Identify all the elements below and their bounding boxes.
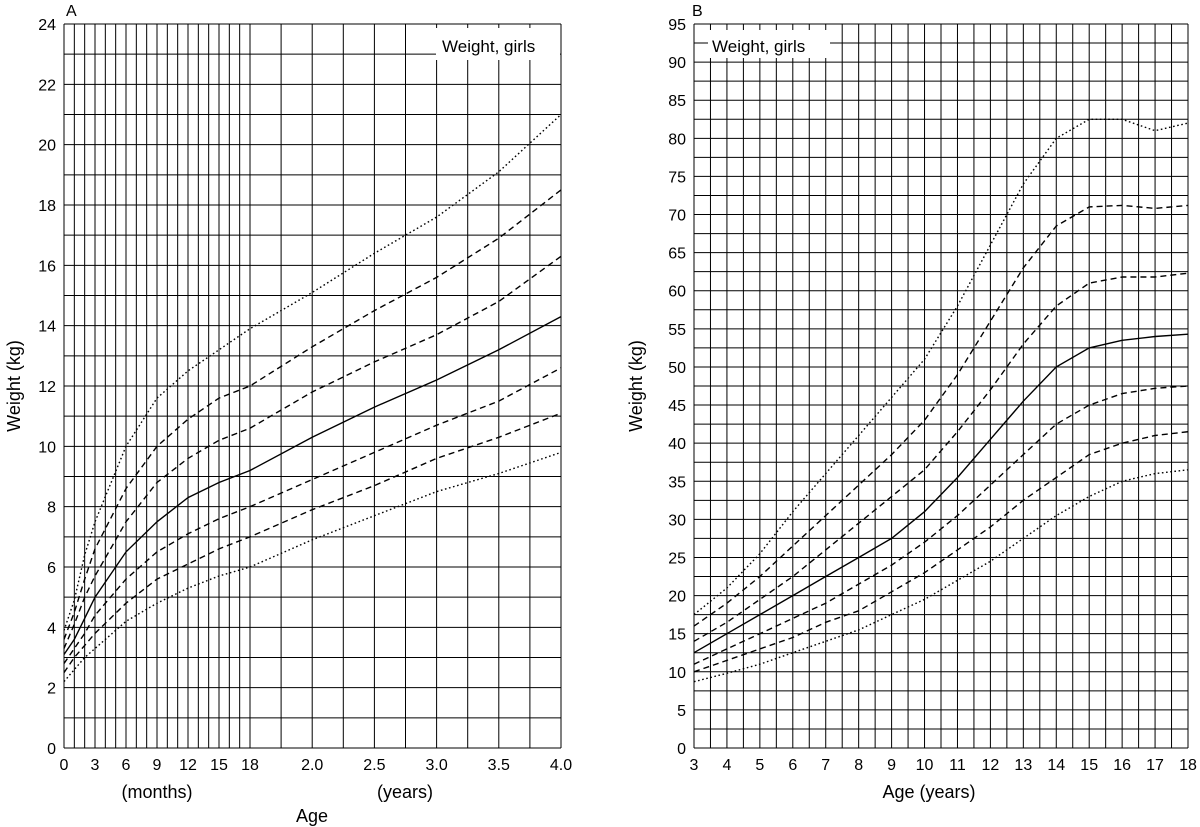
y-tick-label: 18: [38, 198, 56, 215]
y-tick-label: 65: [668, 246, 686, 263]
y-tick-label: 2: [47, 681, 56, 698]
title-box: [708, 30, 830, 58]
x-tick-label: 16: [1113, 757, 1131, 774]
x-axis-label: Age: [296, 806, 328, 826]
x-tick-label: 15: [210, 757, 228, 774]
x-tick-label: 2.5: [363, 757, 385, 774]
x-tick-label: 14: [1047, 757, 1065, 774]
title-box: [436, 28, 560, 60]
x-tick-label: 3: [91, 757, 100, 774]
percentile-curve-dashed: [693, 272, 1189, 642]
y-tick-label: 55: [668, 322, 686, 339]
y-tick-label: 20: [668, 589, 686, 606]
x-axis-label: Age (years): [882, 782, 975, 802]
x-tick-label: 4: [722, 757, 731, 774]
x-tick-label: 18: [241, 757, 259, 774]
x-tick-label: 18: [1179, 757, 1197, 774]
y-tick-label: 20: [38, 138, 56, 155]
x-axis-sublabel-years: (years): [377, 782, 433, 802]
y-tick-label: 8: [47, 500, 56, 517]
x-tick-label: 8: [854, 757, 863, 774]
percentile-curve-dashed: [63, 412, 562, 673]
x-tick-label: 6: [122, 757, 131, 774]
x-tick-label: 9: [153, 757, 162, 774]
x-tick-label: 15: [1080, 757, 1098, 774]
y-tick-label: 45: [668, 398, 686, 415]
chart-title: Weight, girls: [442, 37, 535, 56]
x-tick-label: 3.0: [425, 757, 447, 774]
panel-letter: B: [692, 3, 703, 20]
y-tick-label: 50: [668, 360, 686, 377]
y-tick-label: 0: [47, 741, 56, 758]
y-tick-label: 90: [668, 55, 686, 72]
y-tick-label: 25: [668, 550, 686, 567]
y-tick-label: 60: [668, 284, 686, 301]
x-tick-label: 3.5: [488, 757, 510, 774]
y-tick-label: 5: [677, 703, 686, 720]
x-axis-sublabel-months: (months): [121, 782, 192, 802]
y-tick-label: 15: [668, 627, 686, 644]
percentile-curve-dashed: [693, 431, 1189, 673]
x-tick-label: 12: [179, 757, 197, 774]
x-tick-label: 12: [982, 757, 1000, 774]
y-tick-label: 24: [38, 17, 56, 34]
x-tick-label: 11: [949, 757, 966, 774]
x-tick-label: 0: [60, 757, 69, 774]
y-tick-label: 14: [38, 319, 56, 336]
percentile-curve-solid: [693, 333, 1189, 654]
y-tick-label: 4: [47, 620, 56, 637]
percentile-curve-dotted: [693, 118, 1189, 616]
y-tick-label: 95: [668, 17, 686, 34]
y-tick-label: 30: [668, 512, 686, 529]
panel-letter: A: [66, 3, 77, 20]
percentile-curve-dotted: [63, 451, 562, 683]
x-tick-label: 5: [755, 757, 764, 774]
y-tick-label: 70: [668, 208, 686, 225]
y-tick-label: 6: [47, 560, 56, 577]
x-tick-label: 10: [916, 757, 934, 774]
y-tick-label: 10: [38, 439, 56, 456]
x-tick-label: 3: [690, 757, 699, 774]
y-tick-label: 0: [677, 741, 686, 758]
y-tick-label: 12: [38, 379, 56, 396]
percentile-curve-dashed: [693, 385, 1189, 665]
y-tick-label: 35: [668, 474, 686, 491]
percentile-curve-dashed: [63, 367, 562, 664]
x-tick-label: 2.0: [301, 757, 323, 774]
y-tick-label: 80: [668, 131, 686, 148]
x-tick-label: 13: [1014, 757, 1032, 774]
y-tick-label: 10: [668, 665, 686, 682]
y-tick-label: 85: [668, 93, 686, 110]
percentile-curve-dashed: [693, 204, 1189, 627]
percentile-curve-solid: [63, 315, 562, 655]
percentile-curve-dotted: [63, 113, 562, 631]
y-tick-label: 75: [668, 169, 686, 186]
x-tick-label: 6: [788, 757, 797, 774]
y-tick-label: 16: [38, 258, 56, 275]
x-tick-label: 17: [1146, 757, 1164, 774]
chart-title: Weight, girls: [712, 37, 805, 56]
y-tick-label: 22: [38, 77, 56, 94]
x-tick-label: 4.0: [550, 757, 572, 774]
percentile-curve-dashed: [63, 189, 562, 640]
x-tick-label: 7: [821, 757, 830, 774]
y-axis-label: Weight (kg): [4, 340, 24, 432]
y-axis-label: Weight (kg): [626, 340, 646, 432]
y-tick-label: 40: [668, 436, 686, 453]
x-tick-label: 9: [887, 757, 896, 774]
